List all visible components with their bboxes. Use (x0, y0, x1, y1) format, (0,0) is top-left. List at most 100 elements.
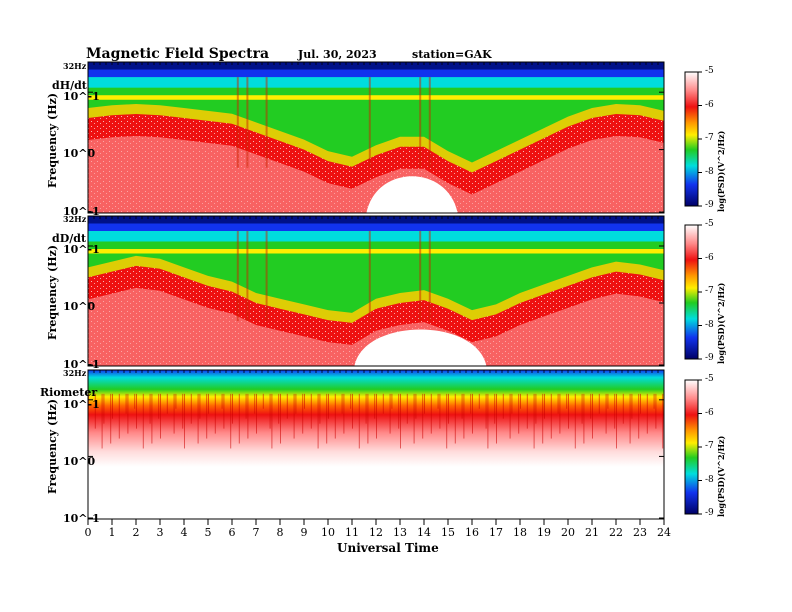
riometer-streak (271, 393, 273, 449)
x-tick-label: 21 (585, 526, 599, 539)
riometer-streak (94, 393, 96, 429)
riometer-streak (374, 393, 376, 419)
x-tick-label: 13 (393, 526, 407, 539)
spectrogram-panel-2 (87, 215, 665, 367)
colorbar-tick-label: -8 (705, 319, 714, 330)
riometer-streak (640, 393, 641, 414)
colorbar-3 (684, 379, 699, 515)
ytick-upper: 10^-1 (63, 398, 100, 411)
x-tick-label: 10 (321, 526, 335, 539)
burst-streak (419, 231, 422, 321)
x-tick-label: 18 (513, 526, 527, 539)
spectrum-band (88, 231, 664, 243)
riometer-streak (376, 393, 377, 439)
riometer-streak (173, 393, 175, 434)
chart-date: Jul. 30, 2023 (298, 48, 377, 61)
colorbar-tick-label: -9 (705, 353, 714, 363)
riometer-streak (487, 393, 489, 449)
pink-low-power (88, 287, 664, 366)
riometer-streak (638, 393, 640, 439)
riometer-streak (280, 393, 281, 444)
riometer-streak (149, 393, 151, 424)
x-tick-label: 12 (369, 526, 383, 539)
x-tick-label: 17 (489, 526, 503, 539)
ytick-32hz: 32Hz (63, 214, 87, 224)
riometer-streak (478, 393, 480, 409)
riometer-streak (151, 393, 153, 444)
riometer-streak (350, 393, 352, 409)
ytick-bottom: 10^-1 (63, 512, 100, 525)
colorbar-2 (684, 224, 699, 360)
x-tick-label: 15 (441, 526, 455, 539)
ytick-mid: 10^0 (63, 147, 96, 160)
riometer-streak (509, 393, 511, 439)
riometer-streak (520, 393, 521, 409)
colorbar-tick-label: -5 (705, 66, 714, 76)
x-tick-label: 14 (417, 526, 431, 539)
riometer-streak (112, 393, 113, 419)
riometer-streak (646, 393, 648, 434)
riometer-streak (118, 393, 120, 439)
riometer-streak (230, 393, 232, 449)
ytick-32hz: 32Hz (63, 61, 87, 71)
x-tick-label: 6 (228, 526, 236, 539)
riometer-streak (550, 393, 552, 439)
riometer-streak (461, 393, 463, 419)
riometer-streak (496, 393, 497, 444)
riometer-streak (592, 393, 593, 439)
x-tick-label: 8 (276, 526, 284, 539)
spectrum-band (88, 241, 664, 250)
burst-streak (368, 77, 371, 168)
riometer-streak (302, 393, 304, 434)
riometer-streak (358, 393, 360, 449)
quiet-white-region (366, 176, 458, 213)
riometer-streak (182, 393, 184, 429)
ytick-upper: 10^-1 (63, 90, 100, 103)
riometer-streak (485, 393, 487, 429)
riometer-streak (518, 393, 520, 434)
station-label: station=GAK (412, 48, 492, 61)
riometer-streak (574, 393, 576, 449)
riometer-streak (424, 393, 425, 414)
ytick-upper: 10^-1 (63, 243, 100, 256)
riometer-streak (614, 393, 616, 429)
riometer-streak (607, 393, 609, 409)
x-tick-label: 20 (561, 526, 575, 539)
riometer-streak (223, 393, 225, 429)
riometer-streak (232, 393, 233, 424)
riometer-streak (317, 393, 319, 449)
x-tick-label: 24 (657, 526, 671, 539)
riometer-streak (389, 393, 391, 434)
riometer-streak (328, 393, 329, 419)
ytick-bottom: 10^-1 (63, 205, 100, 218)
quiet-white-region (354, 329, 487, 366)
burst-streak (428, 77, 431, 168)
riometer-streak (559, 393, 561, 434)
spectrum-band (88, 249, 664, 255)
riometer-streak (415, 393, 417, 419)
riometer-streak (184, 393, 185, 449)
colorbar-title-1: log(PSD)(V^2/Hz) (716, 130, 726, 212)
riometer-streak (422, 393, 424, 439)
riometer-streak (127, 393, 129, 434)
pink-low-power (88, 136, 664, 213)
riometer-streak (406, 393, 408, 424)
burst-streak (236, 77, 239, 168)
riometer-streak (566, 393, 568, 409)
x-tick-label: 16 (465, 526, 479, 539)
colorbar-tick-label: -7 (705, 286, 714, 296)
riometer-streak (341, 393, 343, 414)
riometer-streak (125, 393, 127, 414)
spectrum-band (88, 77, 664, 89)
riometer-streak (494, 393, 496, 424)
burst-streak (246, 77, 249, 168)
colorbar-1 (684, 71, 699, 207)
panel-label-dhdt: dH/dt (52, 79, 87, 92)
riometer-streak (439, 393, 441, 429)
riometer-streak (365, 393, 367, 424)
riometer-streak (319, 393, 321, 424)
riometer-streak (398, 393, 400, 429)
riometer-streak (293, 393, 295, 439)
riometer-streak (221, 393, 223, 409)
